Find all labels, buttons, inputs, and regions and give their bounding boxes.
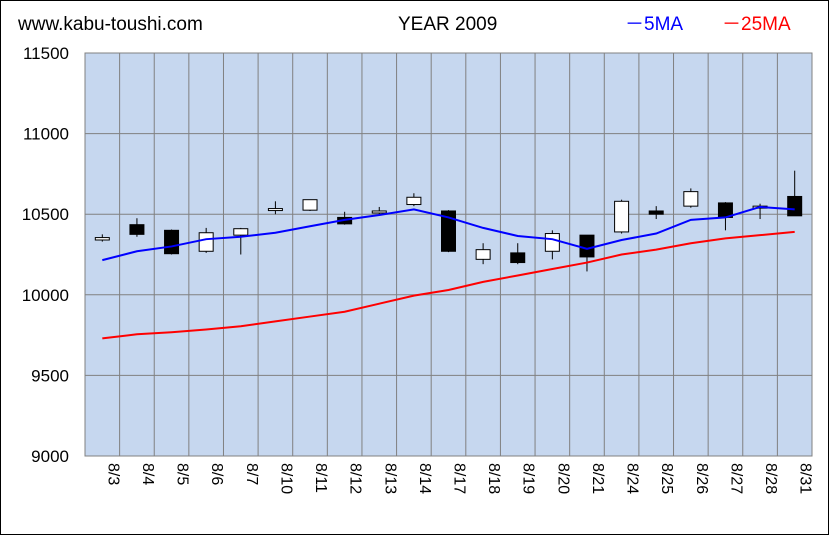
candle-body <box>267 208 283 212</box>
x-tick-label: 8/7 <box>243 463 260 485</box>
x-tick-label: 8/17 <box>451 463 468 494</box>
y-tick-label: 11500 <box>23 44 69 63</box>
x-tick-label: 8/26 <box>693 463 710 494</box>
y-tick-label: 11000 <box>23 125 69 144</box>
candle-body <box>233 228 249 236</box>
plot-border <box>84 52 813 457</box>
candle-body <box>441 210 456 252</box>
x-tick-label: 8/12 <box>347 463 364 494</box>
legend-25ma: －25MA <box>722 14 791 35</box>
candle-body <box>129 224 145 235</box>
y-tick-label: 9500 <box>31 366 69 385</box>
line-5ma <box>102 205 795 262</box>
candle-body <box>406 196 422 206</box>
candle-body <box>544 233 560 252</box>
candle-body <box>198 232 214 252</box>
y-tick-label: 9000 <box>31 447 69 466</box>
candle-body <box>614 200 630 233</box>
x-tick-label: 8/25 <box>658 463 675 494</box>
x-tick-label: 8/3 <box>104 463 121 485</box>
y-tick-label: 10500 <box>22 205 69 224</box>
x-tick-label: 8/13 <box>381 463 398 494</box>
candle-body <box>648 210 664 215</box>
candle-body <box>579 234 595 258</box>
y-tick-label: 10000 <box>22 286 69 305</box>
x-tick-label: 8/20 <box>554 463 571 494</box>
x-tick-label: 8/5 <box>174 463 191 485</box>
legend-5ma: －5MA <box>625 14 684 35</box>
x-tick-label: 8/10 <box>277 463 294 494</box>
candle-body <box>302 199 318 211</box>
x-tick-label: 8/4 <box>139 463 156 485</box>
x-tick-label: 8/27 <box>727 463 744 494</box>
candle-body <box>94 237 110 241</box>
chart-title: YEAR 2009 <box>398 14 498 35</box>
site-url: www.kabu-toushi.com <box>18 14 203 35</box>
candle-body <box>683 191 699 207</box>
candle-body <box>371 210 387 214</box>
x-tick-label: 8/19 <box>520 463 537 494</box>
candle-body <box>164 229 180 255</box>
x-tick-label: 8/14 <box>416 463 433 494</box>
candle-body <box>510 252 526 264</box>
x-tick-label: 8/28 <box>762 463 779 494</box>
x-tick-label: 8/11 <box>312 463 329 493</box>
x-tick-label: 8/24 <box>624 463 641 494</box>
candle-body <box>475 249 491 260</box>
x-tick-label: 8/31 <box>797 463 814 494</box>
line-25ma <box>102 230 795 340</box>
x-tick-label: 8/18 <box>485 463 502 494</box>
candle-body <box>787 195 803 217</box>
x-tick-label: 8/6 <box>208 463 225 485</box>
x-tick-label: 8/21 <box>589 463 606 494</box>
plot-area <box>85 53 812 456</box>
